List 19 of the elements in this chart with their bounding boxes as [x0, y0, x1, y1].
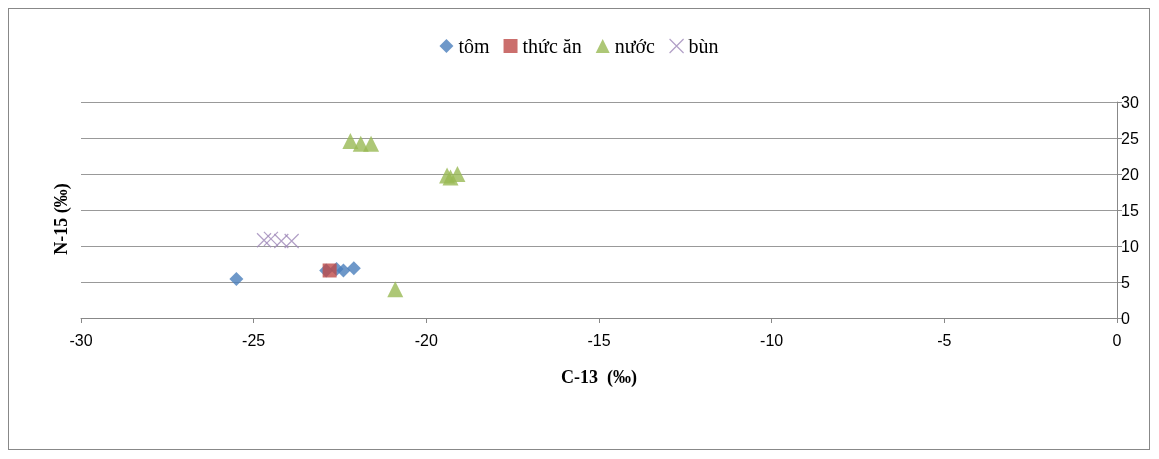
- y-tick-label: 30: [1121, 93, 1139, 111]
- x-tick-label: -25: [242, 331, 266, 349]
- x-tick-label: -15: [587, 331, 611, 349]
- y-tick-label: 10: [1121, 237, 1139, 255]
- x-tick-label: -5: [937, 331, 952, 349]
- y-tick-label: 5: [1121, 273, 1130, 291]
- legend-label: bùn: [688, 35, 719, 57]
- y-tick-label: 0: [1121, 309, 1130, 327]
- legend-label: tôm: [458, 35, 490, 57]
- legend-label: thức ăn: [522, 35, 582, 57]
- x-tick-label: -20: [414, 331, 438, 349]
- y-axis-title: N-15 (‰): [51, 183, 72, 255]
- x-tick-label: -30: [69, 331, 93, 349]
- legend-label: nước: [614, 35, 656, 57]
- x-axis-title: C-13 (‰): [561, 367, 637, 388]
- y-tick-label: 15: [1121, 201, 1139, 219]
- x-tick-label: -10: [760, 331, 784, 349]
- y-tick-label: 25: [1121, 129, 1139, 147]
- y-tick-label: 20: [1121, 165, 1139, 183]
